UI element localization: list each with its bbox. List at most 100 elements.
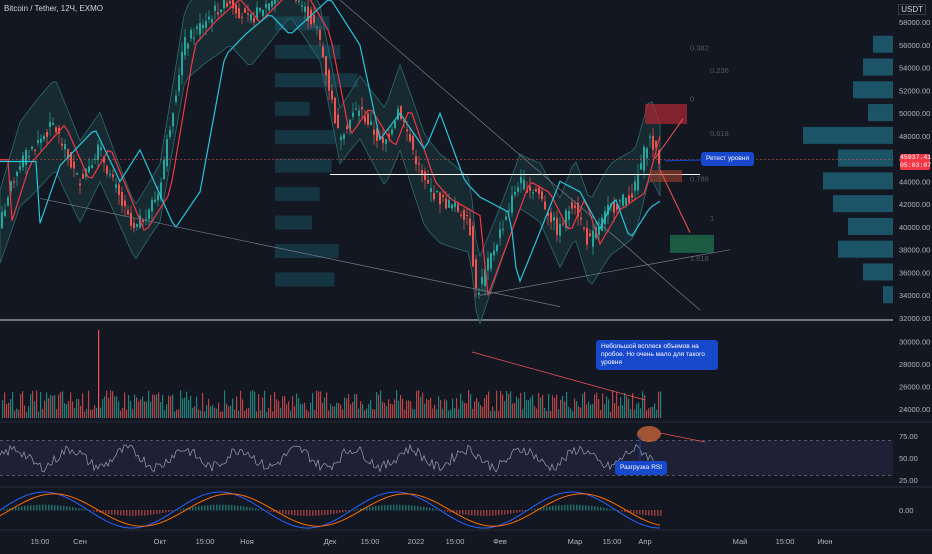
x-tick-label: Дек <box>324 537 337 546</box>
x-tick-label: 15:00 <box>446 537 465 546</box>
macd-histogram-bar <box>261 509 263 511</box>
volume-profile-bar <box>275 272 335 287</box>
volume-bar <box>510 391 512 418</box>
volume-bar <box>214 407 216 418</box>
volume-bar <box>492 406 494 418</box>
candle-body <box>394 121 396 129</box>
macd-histogram-bar <box>504 510 506 515</box>
macd-histogram-bar <box>279 510 281 514</box>
volume-bar <box>616 392 618 418</box>
volume-bar <box>110 390 112 418</box>
macd-histogram-bar <box>441 510 443 511</box>
volume-bar <box>80 406 82 418</box>
candle-body <box>361 107 363 110</box>
candle-body <box>439 192 441 205</box>
volume-bar <box>72 401 74 418</box>
volume-bar <box>160 401 162 418</box>
candle-body <box>397 108 399 120</box>
rsi-tick-label: 25.00 <box>899 476 918 485</box>
macd-histogram-bar <box>15 507 17 511</box>
volume-bar <box>46 392 48 418</box>
candle-body <box>616 203 618 210</box>
volume-bar <box>586 404 588 418</box>
macd-histogram-bar <box>9 508 11 511</box>
macd-histogram-bar <box>267 510 269 512</box>
candle-body <box>406 129 408 132</box>
volume-bar <box>392 404 394 418</box>
candle-body <box>637 174 639 191</box>
volume-bar <box>428 399 430 418</box>
volume-bar <box>596 392 598 418</box>
candle-body <box>235 4 237 14</box>
currency-label[interactable]: USDT <box>898 4 926 15</box>
volume-bar <box>284 395 286 418</box>
candle-body <box>211 19 213 23</box>
macd-histogram-bar <box>405 504 407 511</box>
candle-body <box>61 143 63 146</box>
macd-histogram-bar <box>75 507 77 511</box>
volume-bar <box>94 405 96 418</box>
volume-bar <box>352 402 354 418</box>
candle-body <box>91 165 93 169</box>
macd-histogram-bar <box>84 509 86 511</box>
candle-body <box>628 195 630 203</box>
volume-bar <box>440 400 442 418</box>
volume-bar <box>508 393 510 418</box>
macd-histogram-bar <box>228 504 230 511</box>
volume-bar <box>380 390 382 418</box>
macd-histogram-bar <box>648 510 650 516</box>
volume-bar <box>520 392 522 418</box>
macd-histogram-bar <box>423 506 425 511</box>
volume-bar <box>526 399 528 418</box>
candle-body <box>223 0 225 9</box>
volume-bar <box>218 402 220 418</box>
price-tick-label: 58000.00 <box>899 18 930 27</box>
candle-body <box>28 155 30 157</box>
price-tick-label: 38000.00 <box>899 246 930 255</box>
macd-histogram-bar <box>471 510 473 516</box>
candle-body <box>508 210 510 212</box>
candle-body <box>364 116 366 123</box>
up-projection-arrow <box>654 118 684 159</box>
fib-level-label: 1.618 <box>690 254 709 263</box>
macd-histogram-bar <box>519 510 521 513</box>
volume-bar <box>14 410 16 418</box>
volume-bar <box>494 410 496 418</box>
volume-bar <box>238 410 240 418</box>
macd-histogram-bar <box>114 510 116 515</box>
macd-histogram-bar <box>327 510 329 515</box>
volume-bar <box>434 404 436 418</box>
macd-histogram-bar <box>444 510 446 512</box>
volume-bar <box>364 410 366 418</box>
macd-histogram-bar <box>633 510 635 514</box>
candle-body <box>478 292 480 295</box>
candle-body <box>541 191 543 200</box>
candle-body <box>106 166 108 174</box>
volume-bar <box>544 407 546 418</box>
volume-bar <box>190 395 192 418</box>
volume-bar <box>620 397 622 418</box>
fib-level-label: 0 <box>690 95 694 104</box>
volume-bar <box>298 398 300 418</box>
volume-bar <box>194 406 196 418</box>
macd-histogram-bar <box>438 509 440 511</box>
price-tick-label: 50000.00 <box>899 109 930 118</box>
volume-bar <box>552 395 554 418</box>
candle-body <box>136 224 138 227</box>
candle-body <box>481 276 483 285</box>
candle-body <box>349 119 351 130</box>
candle-body <box>322 46 324 58</box>
macd-histogram-bar <box>291 510 293 515</box>
volume-bar <box>608 399 610 418</box>
macd-histogram-bar <box>570 504 572 511</box>
volume-bar <box>332 406 334 418</box>
volume-bar <box>52 395 54 418</box>
candle-body <box>412 135 414 150</box>
volume-profile-bar <box>275 101 310 116</box>
candle-body <box>613 201 615 213</box>
macd-histogram-bar <box>573 504 575 511</box>
macd-histogram-bar <box>96 510 98 513</box>
last-price-value: 45937.41 <box>900 154 932 161</box>
